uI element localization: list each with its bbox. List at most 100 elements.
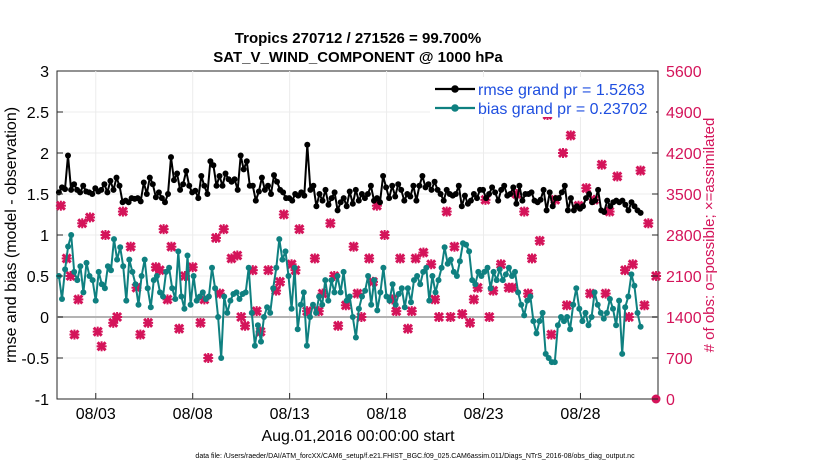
bias-point [359, 293, 365, 300]
bias-point [236, 296, 243, 302]
rmse-point [113, 174, 120, 181]
obs-assimilated-marker [364, 253, 375, 264]
bias-point [153, 273, 160, 279]
obs-assimilated-marker [210, 232, 222, 243]
rmse-point [474, 195, 480, 202]
obs-assimilated-marker [100, 229, 111, 241]
bias-point [279, 256, 286, 263]
rmse-point [540, 186, 547, 193]
bias-point [150, 277, 157, 284]
rmse-point [258, 174, 265, 181]
rmse-point [374, 195, 380, 202]
bias-point [432, 289, 439, 296]
bias-point [92, 297, 99, 304]
bias-point [163, 268, 170, 275]
rmse-point [434, 186, 441, 193]
bias-point [343, 297, 350, 304]
obs-assimilated-marker [166, 241, 177, 252]
bias-point [493, 277, 500, 284]
bias-point [453, 273, 460, 279]
rmse-point [510, 184, 517, 191]
rmse-point [358, 191, 365, 197]
rmse-point [186, 182, 193, 189]
rmse-point [231, 176, 238, 183]
y-tick-label: 2.5 [27, 105, 49, 122]
rmse-point [71, 181, 78, 188]
rmse-point [492, 189, 499, 196]
y-tick-label: -0.5 [21, 351, 49, 368]
obs-assimilated-marker [391, 306, 402, 317]
bias-point [469, 277, 476, 284]
rmse-point [470, 191, 477, 197]
rmse-point [301, 192, 308, 199]
rmse-point [243, 158, 250, 165]
rmse-point [168, 154, 174, 161]
bias-point [62, 266, 69, 273]
obs-assimilated-marker [619, 265, 631, 276]
bias-series [55, 232, 644, 366]
bias-point [423, 264, 430, 271]
bias-point [288, 305, 295, 312]
rmse-point [555, 195, 562, 202]
rmse-point [265, 182, 271, 189]
bias-point [169, 285, 176, 292]
rmse-point [171, 177, 177, 184]
bias-point [447, 256, 454, 263]
rmse-point [310, 182, 317, 189]
obs-assimilated-marker [135, 329, 146, 340]
bias-point [542, 350, 549, 357]
obs-assimilated-marker [203, 352, 214, 364]
bias-point [126, 256, 133, 263]
rmse-point [328, 195, 335, 202]
x-tick-label: 08/13 [270, 406, 310, 423]
bias-point [319, 301, 326, 308]
bias-point [205, 293, 212, 300]
obs-assimilated-marker [236, 311, 247, 323]
bias-point [411, 277, 417, 284]
rmse-point [431, 178, 438, 185]
obs-assimilated-marker [612, 171, 623, 182]
rmse-point [428, 186, 435, 193]
rmse-point [77, 189, 84, 196]
bias-point [181, 305, 188, 312]
bias-point [386, 297, 393, 304]
x-tick-label: 08/08 [173, 406, 213, 423]
obs-assimilated-marker [55, 200, 66, 211]
rmse-point [337, 199, 344, 206]
obs-assimilated-marker [639, 300, 650, 311]
bias-point [380, 264, 387, 271]
rmse-point [319, 197, 326, 204]
right-y-tick-label: 2800 [666, 228, 702, 245]
bias-point [585, 322, 592, 329]
bias-point [65, 243, 72, 250]
bias-point [352, 334, 359, 341]
y-tick-label: 3 [40, 64, 49, 81]
bias-point [218, 355, 225, 361]
obs-assimilated-marker [445, 311, 456, 323]
rmse-point [570, 207, 577, 214]
rmse-point [216, 173, 223, 179]
bias-point [509, 273, 515, 279]
bias-point [224, 309, 231, 316]
rmse-point [80, 182, 87, 189]
bias-point [83, 259, 90, 266]
bias-point [141, 256, 148, 263]
rmse-point [458, 203, 465, 210]
bias-point [325, 297, 332, 304]
bias-point [426, 297, 433, 304]
rmse-point [207, 158, 214, 165]
rmse-point [367, 182, 374, 189]
rmse-point [274, 178, 280, 185]
bias-point [625, 293, 632, 300]
bias-point [420, 268, 427, 275]
bias-point [564, 314, 571, 320]
rmse-point [107, 177, 114, 184]
bias-point [178, 293, 185, 300]
rmse-point [307, 186, 314, 193]
bias-point [331, 289, 338, 296]
bias-point [536, 318, 543, 325]
rmse-point [343, 203, 350, 210]
rmse-point [443, 186, 450, 193]
rmse-point [549, 203, 556, 210]
